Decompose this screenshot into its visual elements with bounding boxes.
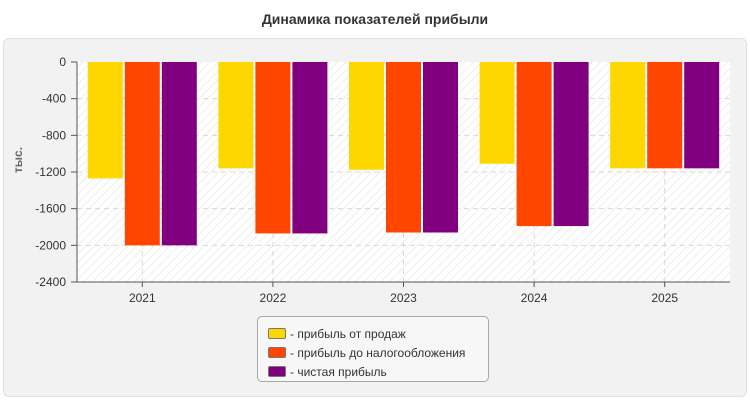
legend-item-pretax-profit: - прибыль до налогообложения: [268, 343, 488, 362]
x-tick-label: 2023: [390, 291, 417, 305]
bar: [255, 62, 291, 234]
y-tick-label: -1600: [35, 202, 66, 216]
x-tick-label: 2022: [260, 291, 287, 305]
bar: [610, 62, 646, 169]
y-tick-label: -1200: [35, 165, 66, 179]
bar: [479, 62, 515, 164]
bar: [292, 62, 328, 234]
legend-label: - прибыль до налогообложения: [290, 345, 466, 360]
chart-title: Динамика показателей прибыли: [261, 11, 489, 27]
x-tick-label: 2021: [129, 291, 156, 305]
bar: [124, 62, 160, 246]
x-tick-label: 2024: [521, 291, 548, 305]
bars-layer: [87, 62, 720, 246]
bar: [684, 62, 720, 169]
legend-label: - прибыль от продаж: [290, 326, 406, 341]
bar: [218, 62, 254, 169]
legend-item-sales-profit: - прибыль от продаж: [268, 324, 488, 343]
legend-swatch: [268, 347, 286, 358]
y-tick-label: -2000: [35, 238, 66, 252]
y-tick-label: -800: [42, 128, 66, 142]
bar: [161, 62, 197, 246]
bar: [553, 62, 589, 227]
bar: [87, 62, 123, 179]
x-tick-label: 2025: [651, 291, 678, 305]
y-tick-label: -2400: [35, 275, 66, 289]
y-tick-label: 0: [59, 55, 66, 69]
y-axis-label: тыс.: [11, 147, 25, 173]
y-tick-label: -400: [42, 92, 66, 106]
bar: [516, 62, 552, 227]
axis-layer: 0 -400 -800 -1200 -1600 -2000 -2400 2021 2022 202…: [35, 55, 730, 305]
legend-label: - чистая прибыль: [290, 364, 387, 379]
bar: [349, 62, 384, 170]
bar: [386, 62, 421, 233]
legend: - прибыль от продаж - прибыль до налогоо…: [257, 316, 489, 382]
legend-swatch: [268, 366, 286, 377]
bar: [647, 62, 683, 169]
legend-item-net-profit: - чистая прибыль: [268, 362, 488, 381]
legend-swatch: [268, 328, 286, 339]
bar: [423, 62, 458, 233]
